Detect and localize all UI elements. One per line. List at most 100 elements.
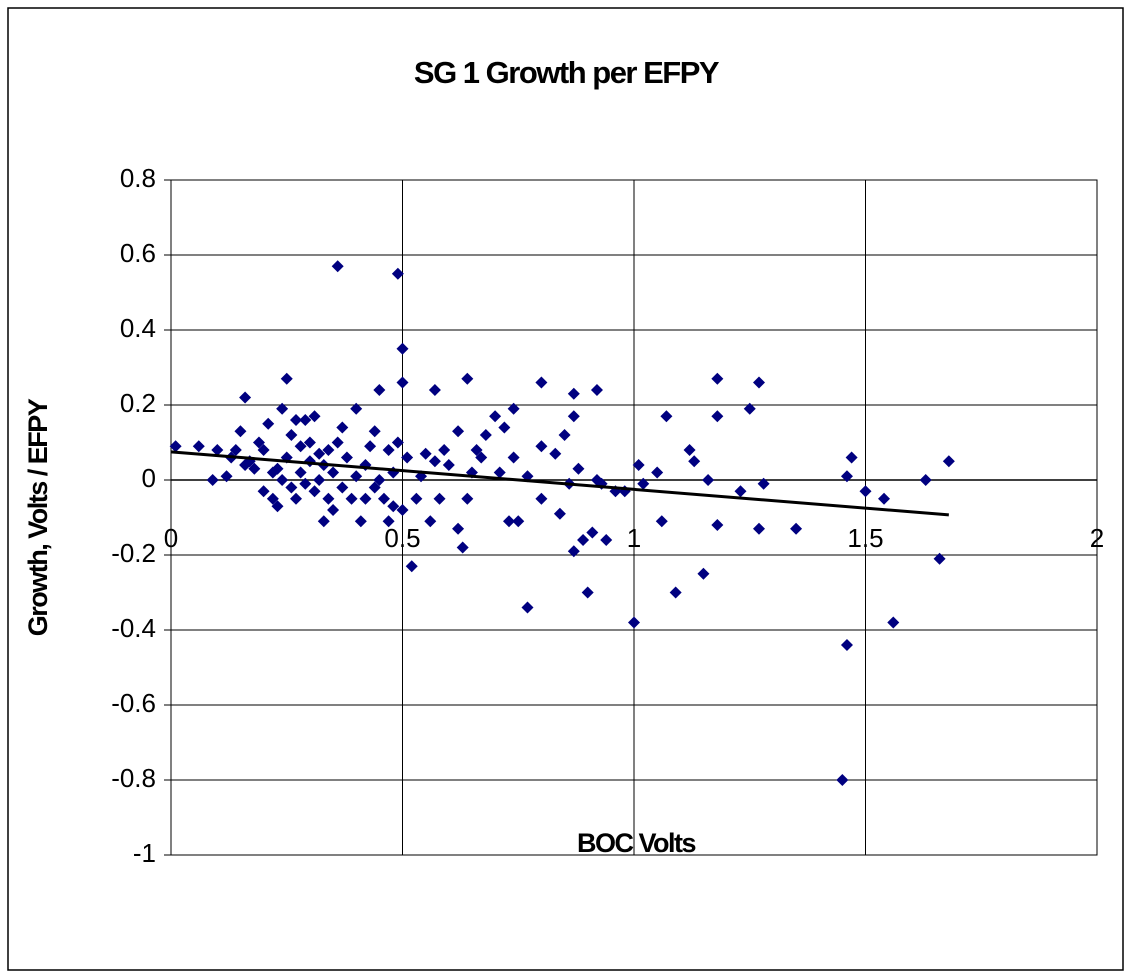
point: [479, 429, 492, 441]
point: [535, 440, 548, 453]
point: [391, 267, 404, 280]
point: [521, 601, 534, 614]
point: [743, 402, 756, 415]
point: [290, 492, 303, 505]
x-tick-label: 1: [627, 523, 641, 553]
y-tick-label: 0.8: [120, 163, 156, 193]
point: [331, 260, 344, 273]
point: [308, 410, 321, 423]
point: [581, 586, 594, 599]
point: [942, 455, 955, 468]
point: [327, 466, 340, 479]
point: [350, 470, 363, 483]
point: [345, 492, 358, 505]
point: [702, 474, 715, 486]
point: [234, 425, 247, 438]
y-tick-label: -0.2: [111, 538, 156, 568]
x-tick-label: 0: [164, 523, 178, 553]
point: [840, 639, 853, 651]
point: [498, 421, 511, 434]
chart-frame: [7, 7, 1124, 971]
point: [428, 384, 441, 396]
point: [512, 515, 525, 528]
point: [419, 447, 432, 460]
point: [327, 504, 340, 516]
y-tick-label: -0.6: [111, 688, 156, 718]
point: [257, 444, 270, 456]
point: [438, 444, 451, 456]
point: [628, 616, 640, 629]
point: [660, 410, 673, 423]
point: [456, 541, 469, 554]
point: [452, 425, 465, 438]
point: [734, 485, 747, 498]
x-tick-label: 2: [1090, 523, 1104, 553]
point: [535, 376, 548, 389]
point: [470, 444, 483, 456]
point: [192, 440, 205, 453]
point: [290, 414, 303, 426]
point: [669, 586, 682, 599]
point: [373, 474, 386, 486]
point: [535, 492, 548, 505]
point: [303, 436, 316, 449]
point: [368, 481, 381, 494]
point: [753, 376, 766, 389]
chart-title: SG 1 Growth per EFPY: [414, 55, 720, 90]
x-axis-label: BOC Volts: [577, 828, 695, 858]
point: [878, 492, 891, 505]
point: [377, 492, 390, 505]
point: [840, 470, 853, 483]
point: [317, 515, 330, 528]
point: [836, 774, 849, 786]
point: [382, 444, 395, 456]
point: [507, 451, 520, 464]
point: [493, 466, 506, 479]
point: [257, 485, 270, 498]
point: [632, 459, 645, 471]
point: [590, 384, 603, 396]
point: [308, 485, 321, 498]
point: [331, 436, 344, 449]
point: [396, 342, 409, 355]
point: [169, 440, 182, 453]
point: [933, 552, 946, 565]
point: [567, 387, 580, 400]
point: [442, 459, 455, 471]
point: [252, 436, 265, 449]
point: [567, 410, 580, 423]
point: [336, 421, 349, 434]
point: [637, 477, 650, 490]
point: [368, 425, 381, 438]
point: [220, 470, 233, 483]
point: [919, 474, 932, 486]
point: [285, 429, 298, 441]
point: [285, 481, 298, 494]
point: [558, 429, 571, 441]
point: [567, 545, 580, 558]
point: [239, 391, 252, 404]
point: [572, 462, 585, 475]
point: [502, 515, 515, 528]
point: [697, 567, 710, 580]
point: [387, 500, 400, 513]
point: [313, 447, 326, 460]
point: [405, 560, 418, 573]
point: [452, 522, 465, 535]
point: [336, 481, 349, 494]
point: [322, 492, 335, 505]
point: [489, 410, 502, 423]
point: [553, 507, 566, 520]
y-tick-label: 0.4: [120, 313, 156, 343]
point: [271, 500, 284, 513]
point: [391, 436, 404, 449]
point: [688, 455, 701, 468]
point: [276, 474, 289, 486]
point: [475, 451, 488, 464]
point: [350, 402, 363, 415]
point: [655, 515, 668, 528]
point: [683, 444, 696, 456]
point: [262, 417, 275, 430]
y-axis-label: Growth, Volts / EFPY: [23, 398, 53, 636]
